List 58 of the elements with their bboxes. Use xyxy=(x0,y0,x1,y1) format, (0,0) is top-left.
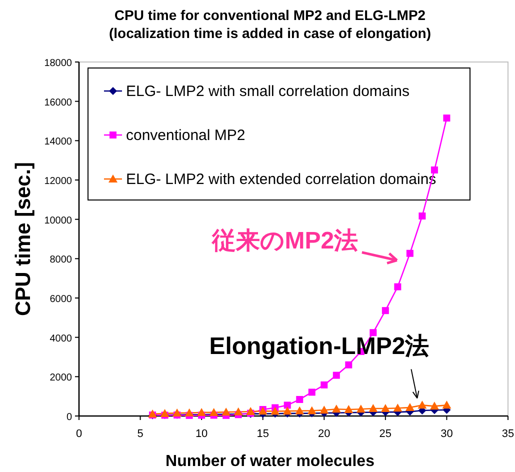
point xyxy=(222,408,231,416)
point xyxy=(344,405,354,414)
point xyxy=(430,402,439,410)
x-tick-label: 15 xyxy=(256,428,269,440)
point xyxy=(442,400,452,409)
y-tick-label: 14000 xyxy=(44,136,72,148)
point xyxy=(368,404,378,412)
point xyxy=(418,400,427,409)
point xyxy=(295,406,304,414)
point xyxy=(382,307,389,314)
y-tick-label: 6000 xyxy=(50,294,72,305)
point xyxy=(332,404,341,413)
y-tick-label: 10000 xyxy=(44,215,72,226)
x-tick-label: 5 xyxy=(137,428,144,440)
x-tick-label: 10 xyxy=(195,428,208,440)
point xyxy=(296,396,304,403)
point xyxy=(345,361,352,368)
x-axis-title: Number of water molecules xyxy=(166,453,375,470)
y-tick-label: 0 xyxy=(66,412,72,423)
point xyxy=(209,408,218,416)
point xyxy=(418,212,426,220)
point xyxy=(282,406,292,415)
point xyxy=(406,250,414,257)
annotation: 従来のMP2法 xyxy=(210,227,358,254)
y-axis-title: CPU time [sec.] xyxy=(12,162,35,316)
x-tick-label: 0 xyxy=(76,428,82,440)
legend-label: conventional MP2 xyxy=(126,127,246,144)
point xyxy=(356,404,366,413)
point xyxy=(320,406,329,414)
y-tick-label: 12000 xyxy=(44,176,72,187)
chart-title: CPU time for conventional MP2 and ELG-LMP2 (localization time is added in case of elongation) xyxy=(108,7,432,41)
point xyxy=(184,408,194,416)
y-tick-label: 16000 xyxy=(44,97,72,108)
y-tick-label: 4000 xyxy=(50,333,72,344)
point xyxy=(443,114,450,122)
x-tick-label: 20 xyxy=(318,428,330,440)
point xyxy=(197,408,206,416)
point xyxy=(380,404,390,412)
point xyxy=(284,402,291,409)
point xyxy=(246,406,256,415)
x-tick-label: 25 xyxy=(379,428,392,440)
x-tick-label: 30 xyxy=(440,428,453,440)
point xyxy=(405,403,414,412)
point xyxy=(393,404,402,412)
point xyxy=(332,372,340,379)
x-tick-label: 35 xyxy=(502,428,514,440)
point xyxy=(234,407,243,416)
y-tick-label: 8000 xyxy=(50,254,72,266)
point xyxy=(307,406,316,414)
y-tick-label: 2000 xyxy=(50,372,72,384)
point xyxy=(394,283,402,290)
point xyxy=(308,388,316,396)
point xyxy=(430,166,438,174)
point xyxy=(270,406,280,415)
point xyxy=(320,381,328,388)
point xyxy=(160,408,170,417)
y-tick-label: 18000 xyxy=(44,58,72,69)
legend-label: ELG- LMP2 with small correlation domains xyxy=(126,83,410,100)
